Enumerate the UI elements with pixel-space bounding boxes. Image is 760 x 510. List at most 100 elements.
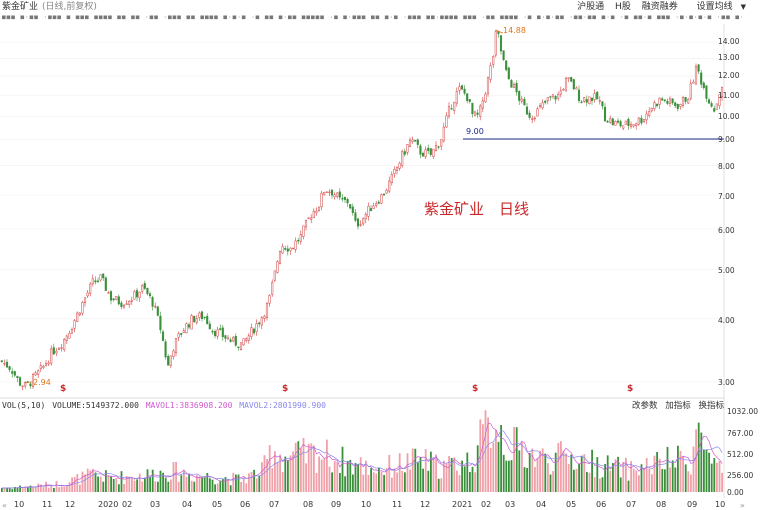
volume-bar bbox=[34, 487, 37, 492]
volume-bar bbox=[289, 455, 292, 492]
candle-body bbox=[572, 79, 575, 90]
volume-bar bbox=[206, 472, 209, 492]
candle-body bbox=[310, 217, 313, 220]
volume-bar bbox=[235, 474, 237, 492]
candle-body bbox=[481, 100, 484, 109]
candle-body bbox=[515, 83, 518, 93]
header-links: 沪股通 H股 融资融券 设置均线 ▼ bbox=[569, 0, 746, 14]
x-tick: 03 bbox=[150, 500, 161, 509]
volume-bar bbox=[430, 451, 432, 492]
candle-body bbox=[536, 108, 539, 117]
candle-body bbox=[567, 77, 570, 79]
x-tick: 10 bbox=[361, 500, 372, 509]
volume-bar bbox=[214, 484, 216, 492]
volume-bar bbox=[97, 476, 99, 492]
candle-body bbox=[440, 139, 443, 147]
candle-body bbox=[385, 189, 388, 194]
candle-body bbox=[557, 94, 560, 99]
candle-body bbox=[453, 102, 456, 112]
volume-bar bbox=[11, 489, 14, 492]
volume-bar bbox=[570, 454, 573, 492]
volume-bar bbox=[372, 472, 375, 492]
volume-bar bbox=[671, 460, 674, 492]
candle-body bbox=[406, 144, 409, 153]
candle-body bbox=[252, 328, 256, 334]
candle-body bbox=[60, 347, 63, 349]
candle-body bbox=[598, 100, 601, 102]
volume-bar bbox=[128, 476, 131, 492]
volume-bar bbox=[203, 477, 206, 492]
candle-body bbox=[531, 118, 534, 120]
volume-bar bbox=[396, 472, 398, 492]
volume-bar bbox=[367, 475, 370, 492]
x-tick: 02 bbox=[122, 500, 133, 509]
candle-body bbox=[99, 274, 102, 281]
link-hk-connect[interactable]: 沪股通 bbox=[577, 2, 605, 12]
volume-bar bbox=[102, 481, 105, 492]
candle-body bbox=[655, 103, 659, 107]
candle-body bbox=[390, 174, 393, 183]
candle-body bbox=[89, 283, 92, 294]
candle-body bbox=[694, 66, 698, 85]
volume-bar bbox=[29, 485, 32, 492]
candle-body bbox=[203, 316, 206, 319]
volume-bar bbox=[141, 481, 144, 492]
candle-body bbox=[546, 97, 549, 101]
candle-body bbox=[122, 304, 126, 308]
volume-bar bbox=[544, 453, 547, 492]
candle-body bbox=[232, 336, 235, 342]
candle-body bbox=[369, 208, 373, 212]
candle-body bbox=[710, 103, 713, 107]
link-ma-settings[interactable]: 设置均线 ▼ bbox=[696, 2, 746, 12]
candle-body bbox=[700, 72, 703, 85]
volume-bar bbox=[474, 472, 476, 492]
x-tick: 02 bbox=[481, 500, 492, 509]
candle-body bbox=[549, 96, 552, 98]
candle-body bbox=[141, 285, 144, 292]
candle-body bbox=[606, 120, 609, 123]
change-params-button[interactable]: 改参数 bbox=[632, 401, 658, 411]
candle-body bbox=[609, 118, 612, 123]
mavol1-line bbox=[1, 422, 723, 489]
candle-body bbox=[304, 219, 308, 228]
volume-bar bbox=[84, 474, 86, 492]
volume-bar bbox=[60, 486, 63, 492]
volume-bar bbox=[458, 475, 461, 492]
volume-bar bbox=[424, 449, 427, 492]
candle-body bbox=[21, 385, 24, 387]
volume-bar bbox=[313, 445, 315, 492]
scroll-right-icon[interactable]: » bbox=[740, 501, 745, 510]
candle-body bbox=[650, 107, 653, 112]
link-h-share[interactable]: H股 bbox=[615, 2, 631, 12]
scroll-left-icon[interactable]: « bbox=[2, 501, 7, 510]
volume-bar bbox=[484, 410, 487, 492]
volume-bar bbox=[521, 441, 523, 492]
volume-bar bbox=[677, 445, 679, 492]
volume-bar bbox=[180, 475, 183, 492]
volume-bar bbox=[505, 460, 508, 492]
volume-bar bbox=[198, 476, 201, 492]
volume-bar bbox=[115, 477, 118, 492]
candle-body bbox=[502, 50, 505, 60]
candle-body bbox=[8, 366, 11, 370]
candle-body bbox=[125, 303, 128, 305]
candle-body bbox=[575, 87, 578, 90]
volume-bar bbox=[492, 442, 495, 492]
candle-body bbox=[414, 139, 417, 142]
candle-body bbox=[289, 247, 292, 251]
switch-indicator-button[interactable]: 换指标 bbox=[698, 401, 724, 411]
candle-body bbox=[520, 98, 523, 102]
add-indicator-button[interactable]: 加指标 bbox=[665, 401, 691, 411]
candle-body bbox=[541, 102, 544, 109]
volume-bar bbox=[432, 457, 435, 492]
volume-bar bbox=[669, 467, 671, 492]
link-margin-trading[interactable]: 融资融券 bbox=[641, 2, 678, 12]
volume-bar bbox=[123, 483, 125, 492]
candle-body bbox=[720, 86, 724, 98]
candle-body bbox=[174, 338, 178, 353]
volume-bar bbox=[422, 468, 424, 492]
candle-body bbox=[377, 201, 380, 204]
dividend-marker: $ bbox=[60, 384, 67, 394]
candle-body bbox=[187, 324, 191, 328]
volume-bar bbox=[391, 477, 393, 492]
